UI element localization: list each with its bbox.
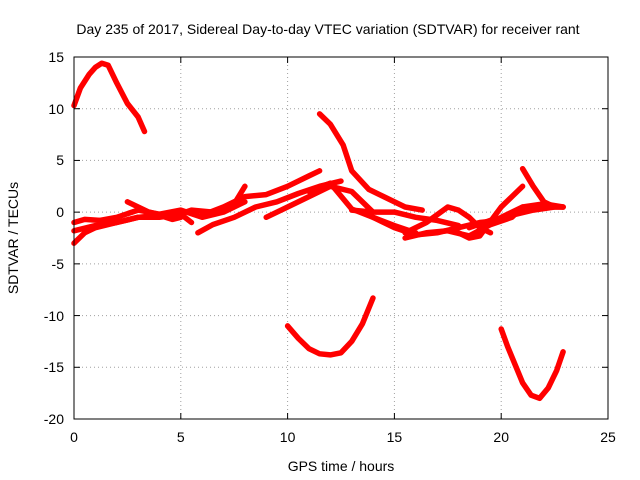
y-tick-label: -20: [44, 411, 64, 427]
x-tick-label: 0: [70, 429, 78, 445]
series-line-arc-11: [348, 207, 462, 229]
plot-frame: [73, 56, 609, 420]
axis-ticks: [73, 56, 609, 420]
y-tick-label: 15: [48, 49, 64, 65]
gridlines: [74, 57, 608, 419]
y-tick-label: -5: [52, 256, 65, 272]
series-line-arc-19: [284, 295, 376, 358]
x-tick-label: 5: [177, 429, 185, 445]
y-tick-label: 5: [56, 152, 64, 168]
x-tick-labels: 0 5 10 15 20 25: [70, 429, 616, 445]
y-tick-label: 10: [48, 101, 64, 117]
series-line-arc-7: [199, 168, 323, 218]
y-tick-label: -10: [44, 308, 64, 324]
x-tick-label: 25: [600, 429, 616, 445]
chart-title: Day 235 of 2017, Sidereal Day-to-day VTE…: [76, 21, 579, 37]
series-line-arc-17: [519, 165, 566, 210]
series-line-arc-10: [316, 111, 425, 213]
x-tick-label: 15: [387, 429, 403, 445]
y-tick-labels: 15 10 5 0 -5 -10 -15 -20: [44, 49, 64, 427]
x-axis-label: GPS time / hours: [288, 458, 395, 474]
series-line-arc-8: [263, 183, 376, 221]
x-tick-label: 20: [493, 429, 509, 445]
series-line-arc-1: [71, 60, 148, 135]
series-line-arc-18: [498, 201, 566, 221]
series-line-arc-15: [455, 183, 526, 241]
y-tick-label: 0: [56, 204, 64, 220]
y-axis-label: SDTVAR / TECUs: [5, 182, 21, 294]
y-tick-label: -15: [44, 359, 64, 375]
x-tick-label: 10: [280, 429, 296, 445]
data-series-group: [71, 60, 566, 402]
series-line-arc-20: [498, 326, 566, 402]
